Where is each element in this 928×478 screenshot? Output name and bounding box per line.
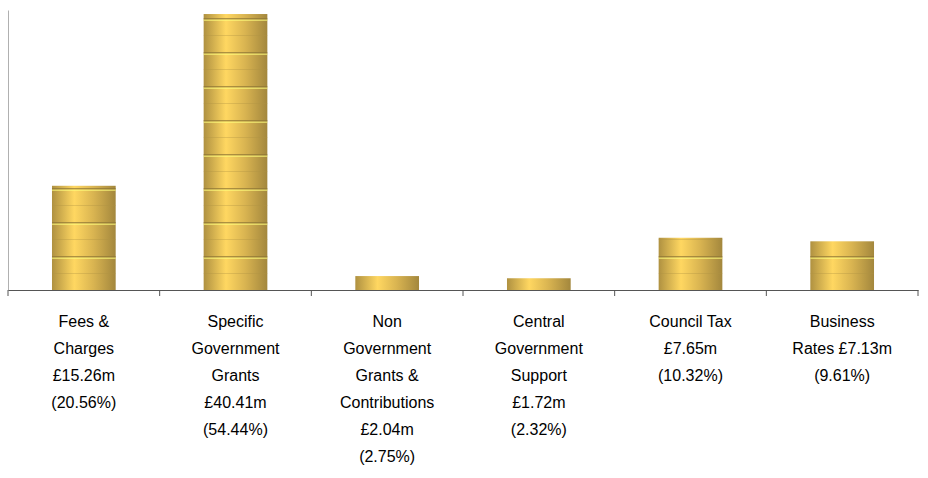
category-label: Charges [54,340,114,357]
category-divider [8,290,9,296]
data-label: £2.04m [360,421,413,438]
data-label: (2.75%) [359,448,415,465]
bar-coin-edges [507,278,571,290]
category-label-line: Charges [54,340,114,357]
bar-coin-edges [204,14,268,290]
category-label-line: Fees & [58,313,109,330]
category-label-line: Central [513,313,565,330]
category-label-line: Non [372,313,401,330]
bar-coin-edges [659,238,723,290]
category-label: Central [513,313,565,330]
category-label: Government [343,340,432,357]
category-label-line: £2.04m [360,421,413,438]
category-label-line: (10.32%) [658,367,723,384]
category-label: & [94,313,109,330]
category-label-line: Specific [207,313,263,330]
category-label-line: (2.75%) [359,448,415,465]
bar [659,238,723,290]
category-label-line: Government [191,340,280,357]
bar-coin-edges [52,186,116,290]
category-label-line: £15.26m [53,367,115,384]
category-label: Specific [207,313,263,330]
category-label: Grants [356,367,404,384]
bar [810,241,874,290]
category-label-line: Government [343,340,432,357]
category-label: Business [810,313,875,330]
category-label: Government [495,340,584,357]
category-label-line: Government [495,340,584,357]
category-label-line: £40.41m [204,394,266,411]
category-divider [918,290,919,296]
category-label: Tax [703,313,732,330]
data-label: (9.61%) [814,367,870,384]
data-label: £40.41m [204,394,266,411]
category-label-line: Support [511,367,568,384]
category-divider [614,290,615,296]
category-label: & [404,367,419,384]
category-label: Grants [211,367,259,384]
bar [355,276,419,290]
data-label: £1.72m [512,394,565,411]
category-label-line: Contributions [340,394,434,411]
bar [204,14,268,290]
data-label: (10.32%) [658,367,723,384]
category-label: Non [372,313,401,330]
data-label: £7.65m [664,340,717,357]
category-label-line: Grants & [356,367,419,384]
bar-coin-edges [355,276,419,290]
data-label: £7.13m [834,340,892,357]
category-label-line: (20.56%) [51,394,116,411]
category-label-line: Council Tax [649,313,731,330]
y-axis-line [8,11,9,291]
category-label: Fees [58,313,94,330]
data-label: (20.56%) [51,394,116,411]
category-label-line: Business [810,313,875,330]
category-label-line: Grants [211,367,259,384]
bar-coin-edges [810,241,874,290]
bars [52,14,874,290]
category-label-line: (54.44%) [203,421,268,438]
category-label-line: Rates £7.13m [792,340,892,357]
bar [52,186,116,290]
category-divider [463,290,464,296]
data-label: (54.44%) [203,421,268,438]
category-divider [311,290,312,296]
category-label-line: £7.65m [664,340,717,357]
chart: Fees & Charges £15.26m (20.56%) Specific Gove… [0,0,928,478]
data-label: £15.26m [53,367,115,384]
bar [507,278,571,290]
category-label-line: £1.72m [512,394,565,411]
category-divider [159,290,160,296]
category-label: Contributions [340,394,434,411]
category-label: Support [511,367,568,384]
category-label-line: (9.61%) [814,367,870,384]
category-label: Council [649,313,702,330]
category-label: Government [191,340,280,357]
category-divider [766,290,767,296]
data-label: (2.32%) [511,421,567,438]
x-axis [8,290,919,296]
category-label: Rates [792,340,834,357]
category-label-line: (2.32%) [511,421,567,438]
category-labels: Fees & Charges £15.26m (20.56%) Specific Gove… [51,313,892,465]
y-axis [8,11,9,291]
